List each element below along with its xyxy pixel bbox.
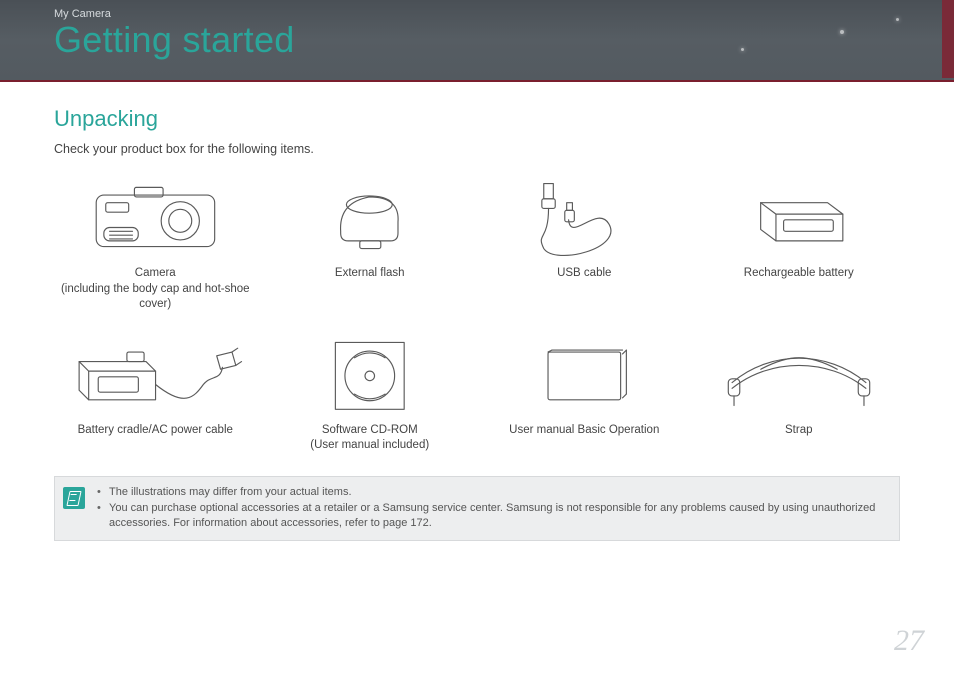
item-battery: Rechargeable battery [698, 174, 901, 313]
items-grid: Camera (including the body cap and hot-s… [54, 174, 900, 454]
content-area: Unpacking Check your product box for the… [0, 82, 954, 541]
page-number: 27 [894, 624, 924, 658]
item-manual: User manual Basic Operation [483, 331, 686, 454]
battery-icon [698, 174, 901, 260]
item-cradle: Battery cradle/AC power cable [54, 331, 257, 454]
manual-icon [483, 331, 686, 417]
header-band: My Camera Getting started [0, 0, 954, 82]
note-item: You can purchase optional accessories at… [97, 501, 889, 533]
note-icon [63, 487, 85, 509]
note-list: The illustrations may differ from your a… [97, 485, 889, 533]
camera-icon [54, 174, 257, 260]
item-usb: USB cable [483, 174, 686, 313]
item-label: External flash [335, 266, 405, 282]
breadcrumb: My Camera [54, 0, 954, 20]
item-label: USB cable [557, 266, 611, 282]
intro-text: Check your product box for the following… [54, 142, 900, 156]
flash-icon [269, 174, 472, 260]
item-camera: Camera (including the body cap and hot-s… [54, 174, 257, 313]
strap-icon [698, 331, 901, 417]
cdrom-icon [269, 331, 472, 417]
cradle-icon [54, 331, 257, 417]
page-title: Getting started [54, 20, 954, 60]
item-cdrom: Software CD-ROM (User manual included) [269, 331, 472, 454]
item-label: Camera (including the body cap and hot-s… [54, 266, 257, 313]
note-item: The illustrations may differ from your a… [97, 485, 889, 501]
note-box: The illustrations may differ from your a… [54, 476, 900, 542]
item-label: Rechargeable battery [744, 266, 854, 282]
item-flash: External flash [269, 174, 472, 313]
section-title: Unpacking [54, 106, 900, 132]
item-label: Battery cradle/AC power cable [78, 423, 233, 439]
item-label: User manual Basic Operation [509, 423, 659, 439]
item-label: Strap [785, 423, 813, 439]
usb-cable-icon [483, 174, 686, 260]
item-strap: Strap [698, 331, 901, 454]
item-label: Software CD-ROM (User manual included) [310, 423, 429, 454]
